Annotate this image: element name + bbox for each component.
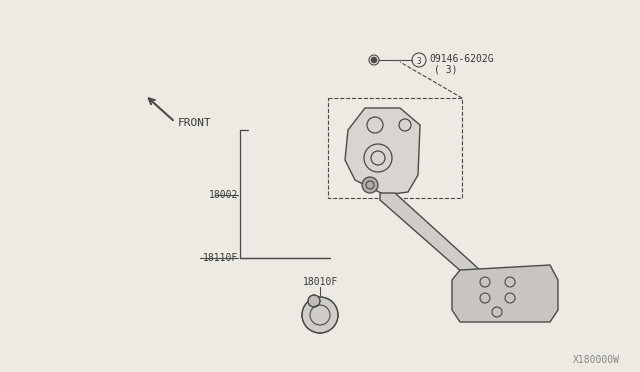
Text: FRONT: FRONT xyxy=(178,118,212,128)
Text: X180000W: X180000W xyxy=(573,355,620,365)
Text: 18010F: 18010F xyxy=(302,277,338,287)
Text: 18002: 18002 xyxy=(209,190,238,200)
Text: 18110F: 18110F xyxy=(203,253,238,263)
Text: 3: 3 xyxy=(417,57,421,65)
Circle shape xyxy=(371,57,377,63)
Text: 09146-6202G: 09146-6202G xyxy=(429,54,493,64)
Circle shape xyxy=(362,177,378,193)
Circle shape xyxy=(308,295,320,307)
Circle shape xyxy=(302,297,338,333)
Polygon shape xyxy=(380,193,502,295)
Polygon shape xyxy=(345,108,420,195)
Polygon shape xyxy=(452,265,558,322)
Text: ( 3): ( 3) xyxy=(434,65,458,75)
